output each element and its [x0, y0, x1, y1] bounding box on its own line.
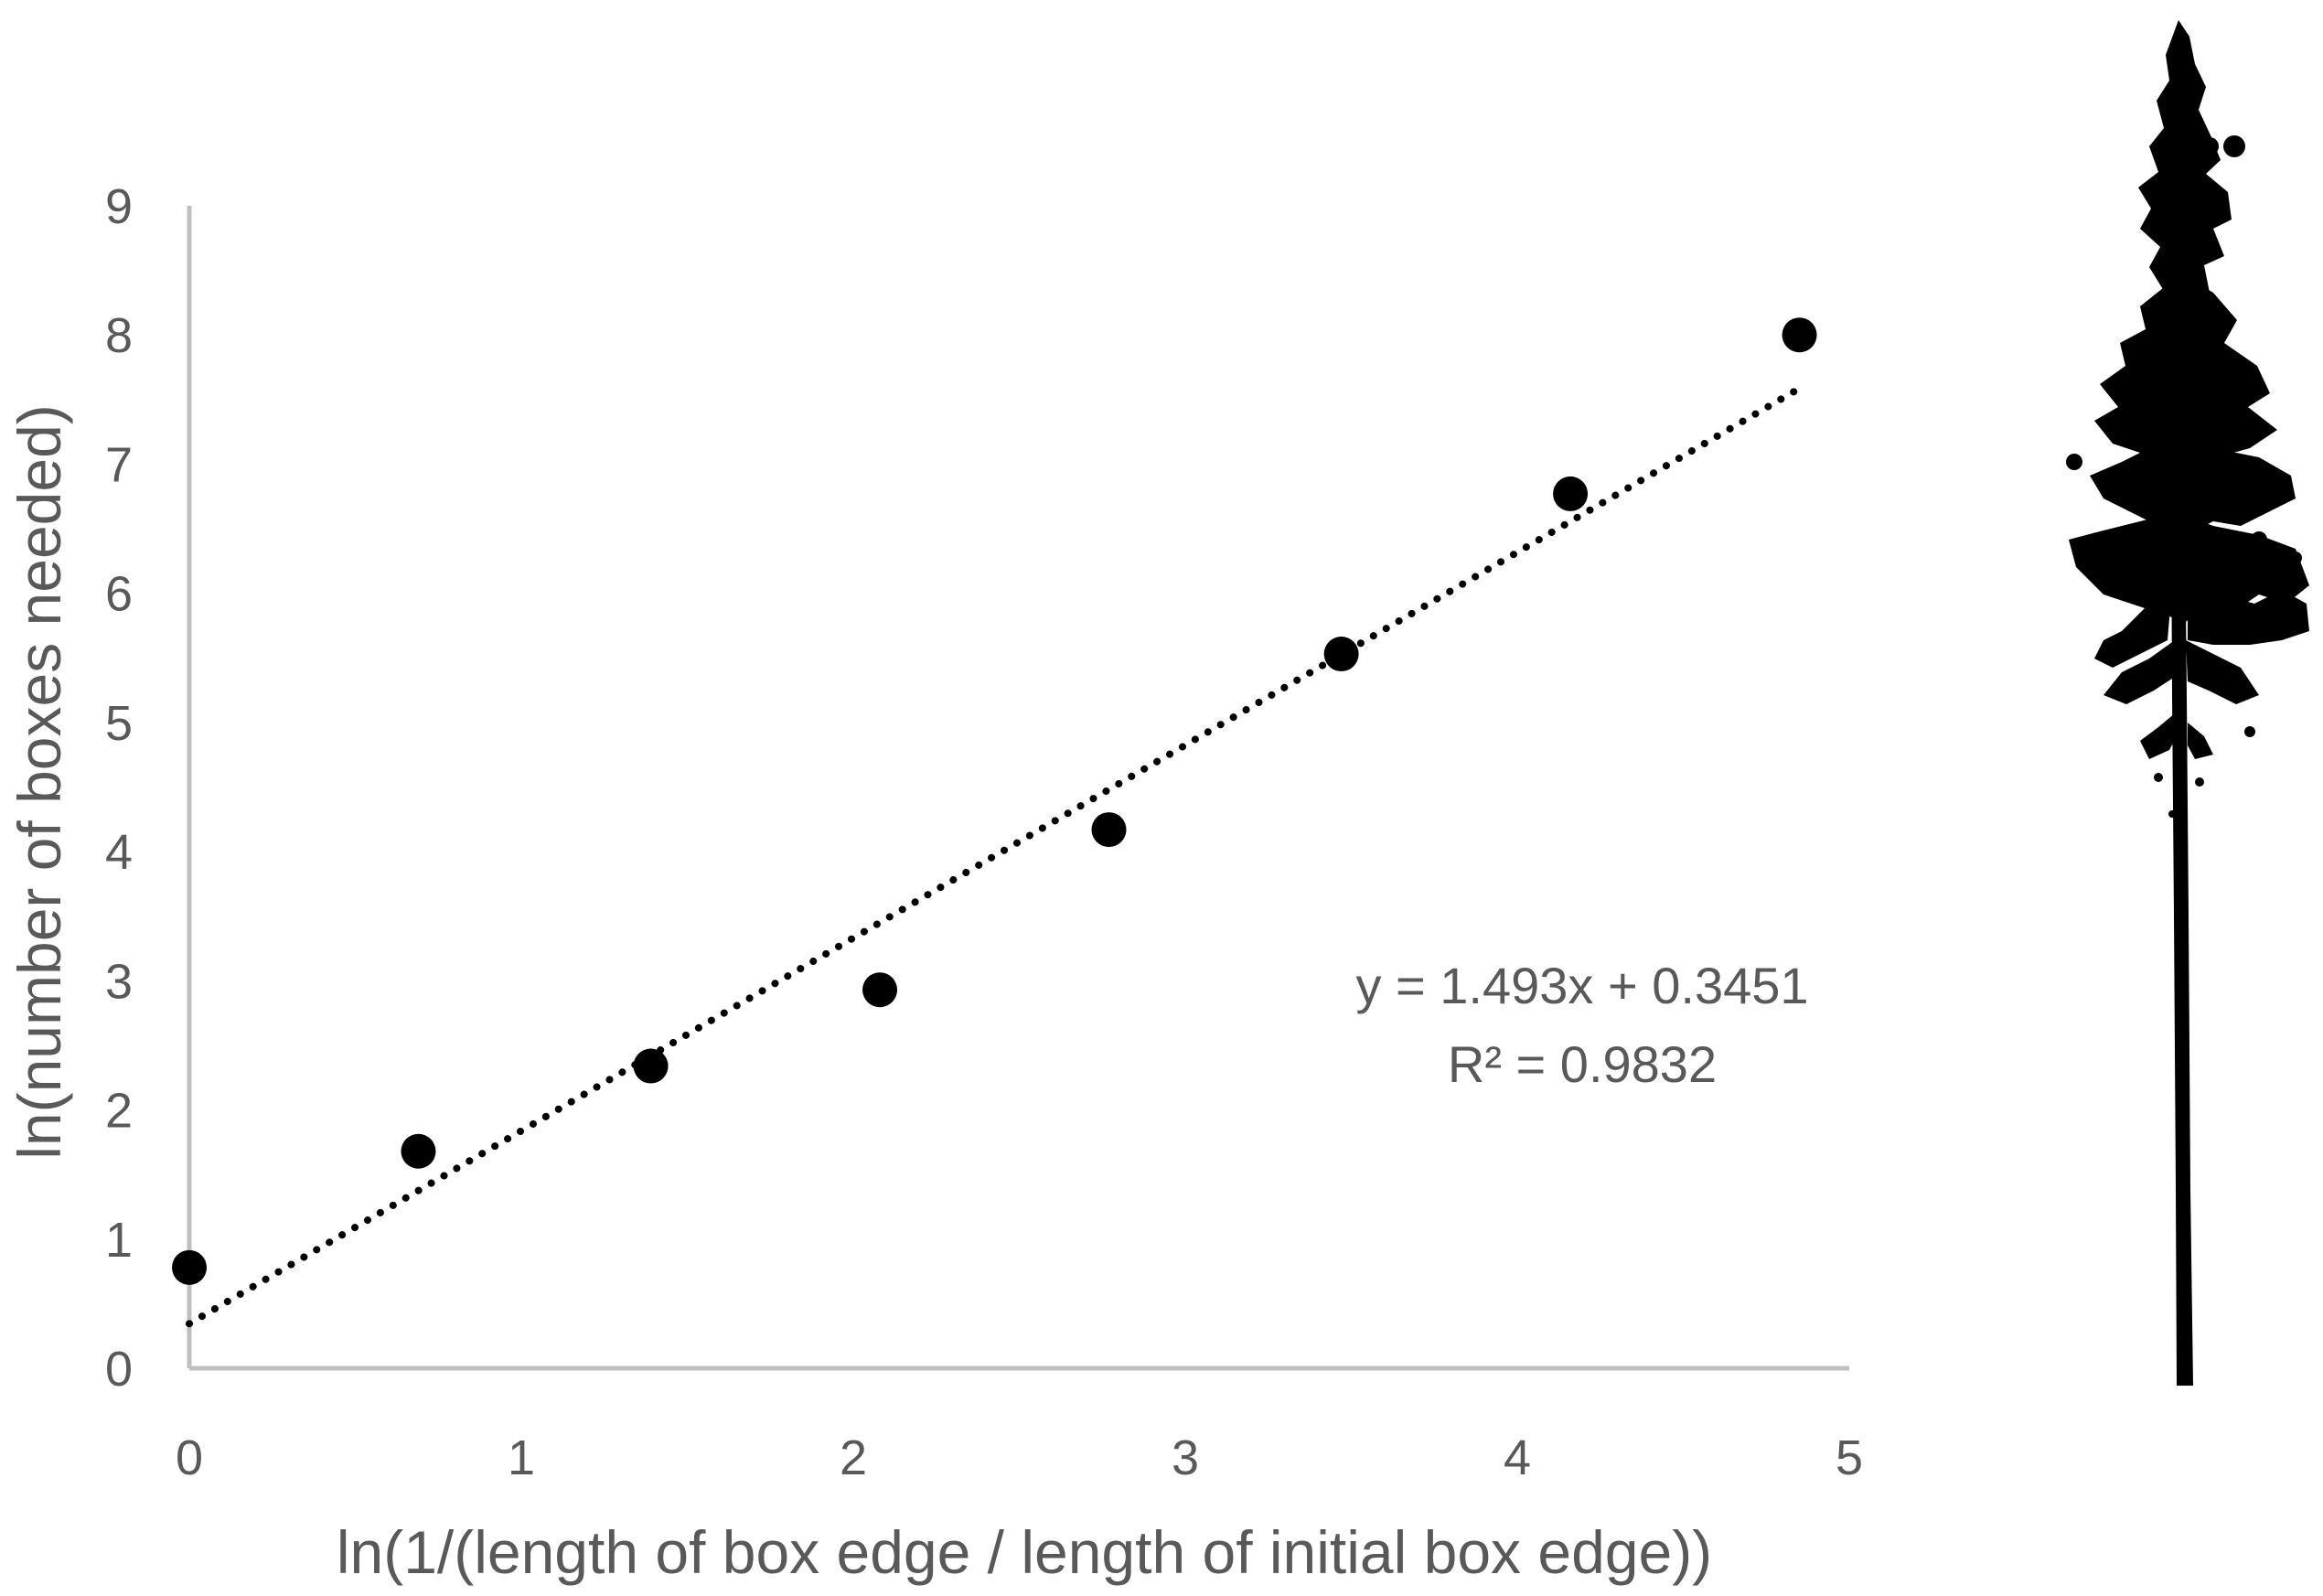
- x-tick-label: 5: [1836, 1430, 1863, 1485]
- y-axis-title: ln(number of boxes needed): [5, 404, 73, 1160]
- x-tick-label: 2: [840, 1430, 867, 1485]
- trendline: [186, 384, 1804, 1328]
- y-tick-label: 7: [105, 437, 133, 492]
- trendline-equation: y = 1.493x + 0.3451: [1355, 957, 1808, 1014]
- r-squared-label: R² = 0.9832: [1448, 1035, 1717, 1093]
- y-tick-label: 2: [105, 1084, 133, 1139]
- x-tick-label: 0: [176, 1430, 203, 1485]
- tree-silhouette-icon: [2066, 20, 2309, 1386]
- y-tick-label: 4: [105, 825, 133, 880]
- x-axis-title: ln(1/(length of box edge / length of ini…: [337, 1518, 1712, 1586]
- plot-area: 0 1 2 3 4 5 0 1 2 3 4 5 6 7 8 9: [105, 179, 1863, 1485]
- y-tick-label: 9: [105, 179, 133, 234]
- y-tick-label: 3: [105, 954, 133, 1009]
- y-tick-labels: 0 1 2 3 4 5 6 7 8 9: [105, 179, 133, 1397]
- data-point: [1323, 637, 1359, 672]
- y-tick-label: 8: [105, 308, 133, 363]
- data-point: [633, 1048, 669, 1084]
- data-point: [1782, 317, 1817, 353]
- x-tick-label: 1: [508, 1430, 535, 1485]
- data-points: [172, 317, 1817, 1285]
- data-point: [1553, 476, 1589, 511]
- y-tick-label: 0: [105, 1342, 133, 1397]
- x-tick-labels: 0 1 2 3 4 5: [176, 1430, 1863, 1485]
- y-tick-label: 5: [105, 696, 133, 751]
- data-point: [401, 1133, 436, 1169]
- x-tick-label: 3: [1172, 1430, 1199, 1485]
- data-point: [1091, 812, 1127, 848]
- x-tick-label: 4: [1504, 1430, 1531, 1485]
- y-tick-label: 1: [105, 1213, 133, 1268]
- y-tick-label: 6: [105, 567, 133, 622]
- data-point: [862, 972, 898, 1008]
- data-point: [172, 1249, 207, 1285]
